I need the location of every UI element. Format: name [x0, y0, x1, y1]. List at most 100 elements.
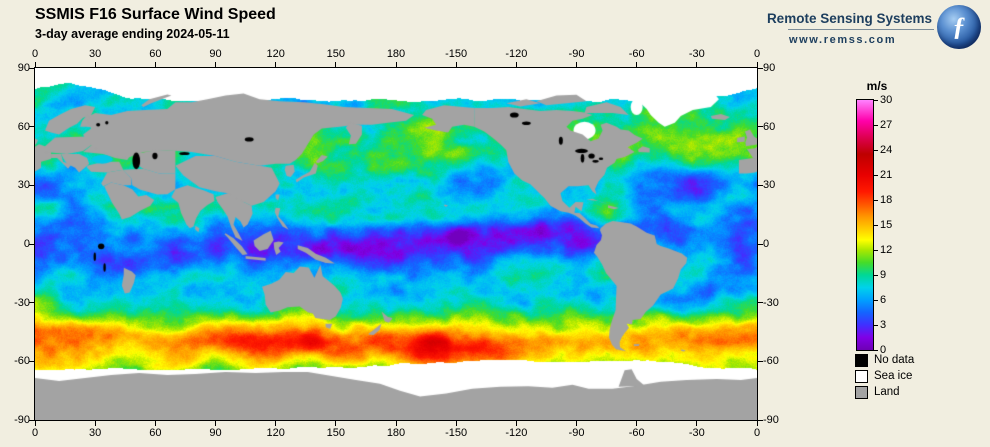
lon-tick-label-top: 60 [149, 48, 162, 60]
axis-tick-mark [395, 62, 397, 67]
lon-tick-label-bottom: -120 [505, 427, 528, 439]
colorbar-unit-label: m/s [866, 79, 888, 93]
legend-swatch-sea-ice [855, 370, 868, 383]
lon-tick-label-bottom: 90 [209, 427, 222, 439]
axis-tick-mark [29, 419, 34, 421]
lon-tick-label-top: -60 [628, 48, 645, 60]
legend-label-land: Land [874, 386, 900, 398]
lat-tick-label-right: -30 [763, 296, 779, 309]
lat-tick-label-left: 60 [17, 120, 30, 133]
lon-tick-label-top: 30 [89, 48, 102, 60]
axis-tick-mark [275, 421, 277, 426]
lat-tick-label-right: -60 [763, 355, 779, 368]
colorbar-tick-label: 27 [880, 119, 893, 131]
axis-tick-mark [758, 67, 763, 69]
axis-tick-mark [455, 62, 457, 67]
colorbar [856, 99, 874, 351]
axis-tick-mark [758, 419, 763, 421]
lat-tick-label-left: 30 [17, 179, 30, 192]
lat-tick-label-left: 90 [17, 62, 30, 74]
colorbar-tick-label: 9 [880, 269, 887, 281]
lon-tick-label-top: -150 [445, 48, 468, 60]
axis-tick-mark [275, 62, 277, 67]
colorbar-tick-label: 30 [880, 94, 893, 106]
lat-tick-label-left: -30 [14, 296, 30, 309]
map-legend: No data Sea ice Land [855, 354, 914, 402]
lon-tick-label-top: 90 [209, 48, 222, 60]
axis-tick-mark [874, 199, 878, 201]
axis-tick-mark [335, 62, 337, 67]
lon-tick-label-bottom: 0 [31, 427, 39, 439]
wind-speed-map-canvas [35, 68, 757, 420]
axis-tick-mark [154, 421, 156, 426]
axis-tick-mark [874, 99, 878, 101]
colorbar-tick-label: 0 [880, 344, 887, 356]
axis-tick-mark [758, 302, 763, 304]
lon-tick-label-top: -90 [568, 48, 585, 60]
axis-tick-mark [34, 62, 36, 67]
map-frame [34, 67, 758, 421]
brand-name: Remote Sensing Systems [766, 11, 932, 26]
lon-tick-label-bottom: 120 [266, 427, 285, 439]
lon-tick-label-bottom: -30 [688, 427, 705, 439]
axis-tick-mark [215, 62, 216, 67]
lon-tick-label-bottom: 150 [326, 427, 345, 439]
axis-tick-mark [696, 421, 698, 426]
lon-tick-label-top: -30 [688, 48, 705, 60]
axis-tick-mark [696, 62, 698, 67]
axis-tick-mark [395, 421, 397, 426]
lat-tick-label-left: -90 [14, 414, 30, 426]
lon-tick-label-top: 0 [753, 48, 761, 60]
rss-globe-logo-icon: ƒ [937, 5, 981, 49]
page-subtitle: 3-day average ending 2024-05-11 [35, 27, 230, 41]
lat-tick-label-right: 90 [763, 62, 776, 74]
lon-tick-label-bottom: -60 [628, 427, 645, 439]
lon-tick-label-bottom: -90 [568, 427, 585, 439]
axis-tick-mark [515, 421, 517, 426]
axis-tick-mark [29, 243, 34, 245]
axis-tick-mark [874, 299, 878, 301]
lon-tick-label-bottom: 0 [753, 427, 761, 439]
axis-tick-mark [515, 62, 517, 67]
lat-tick-label-right: -90 [763, 414, 779, 426]
brand-website-link[interactable]: www.remss.com [789, 34, 897, 46]
axis-tick-mark [874, 274, 878, 276]
axis-tick-mark [29, 126, 34, 128]
axis-tick-mark [29, 302, 34, 304]
legend-item-sea-ice: Sea ice [855, 370, 914, 383]
colorbar-tick-label: 21 [880, 169, 893, 181]
axis-tick-mark [874, 149, 878, 151]
page-title: SSMIS F16 Surface Wind Speed [35, 6, 276, 23]
lat-tick-label-left: 0 [23, 238, 30, 250]
legend-item-land: Land [855, 386, 914, 399]
colorbar-tick-label: 6 [880, 294, 887, 306]
legend-label-sea-ice: Sea ice [874, 370, 913, 382]
axis-tick-mark [29, 184, 34, 186]
lon-tick-label-top: 150 [326, 48, 345, 60]
axis-tick-mark [874, 324, 878, 326]
globe-f-glyph: ƒ [952, 12, 966, 41]
axis-tick-mark [874, 174, 878, 176]
lon-tick-label-bottom: 180 [386, 427, 406, 439]
axis-tick-mark [636, 421, 638, 426]
legend-item-no-data: No data [855, 354, 914, 367]
legend-label-no-data: No data [874, 354, 915, 366]
axis-tick-mark [335, 421, 337, 426]
axis-tick-mark [756, 62, 758, 67]
axis-tick-mark [874, 124, 878, 126]
axis-tick-mark [636, 62, 638, 67]
lon-tick-label-top: 0 [31, 48, 39, 60]
lat-tick-label-right: 60 [763, 120, 776, 133]
lon-tick-label-bottom: 30 [89, 427, 102, 439]
lon-tick-label-top: 180 [386, 48, 406, 60]
axis-tick-mark [455, 421, 457, 426]
axis-tick-mark [94, 421, 96, 426]
lon-tick-label-bottom: 60 [149, 427, 162, 439]
colorbar-tick-label: 3 [880, 319, 887, 331]
lat-tick-label-right: 30 [763, 179, 776, 192]
axis-tick-mark [758, 243, 763, 245]
axis-tick-mark [29, 67, 34, 69]
axis-tick-mark [576, 62, 577, 67]
axis-tick-mark [756, 421, 758, 426]
